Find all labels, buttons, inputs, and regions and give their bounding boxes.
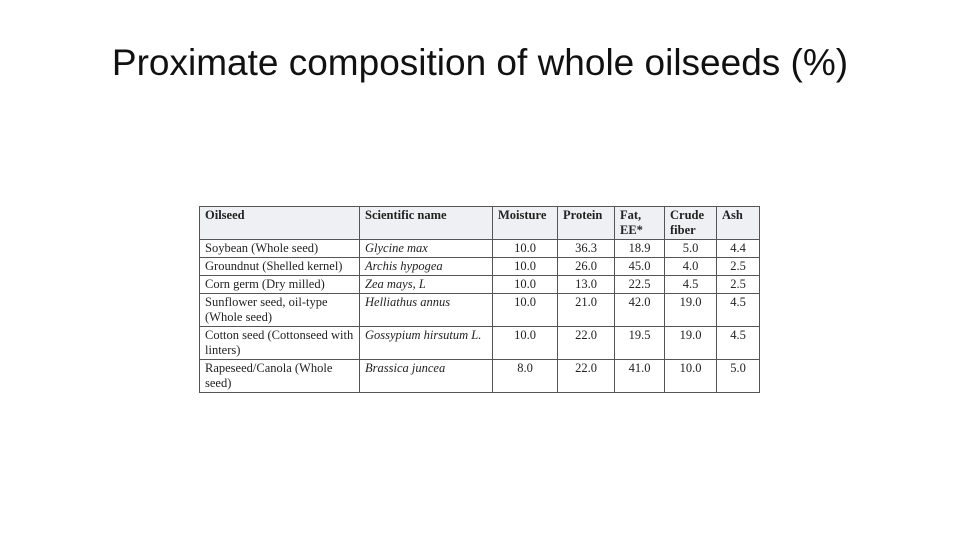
slide-title: Proximate composition of whole oilseeds … [111,42,849,83]
value-cell: 18.9 [614,239,665,258]
value-cell: 5.0 [664,239,717,258]
header-cell: Protein [557,206,615,240]
header-cell: Oilseed [199,206,360,240]
oilseed-cell: Corn germ (Dry milled) [199,275,360,294]
table-row: Rapeseed/Canola (Whole seed) Brassica jun… [199,359,760,393]
header-cell: Scientific name [359,206,493,240]
value-cell: 42.0 [614,293,665,327]
value-cell: 10.0 [664,359,717,393]
scientific-name-cell: Helliathus annus [359,293,493,327]
scientific-name-cell: Zea mays, L [359,275,493,294]
value-cell: 19.0 [664,293,717,327]
table-row: Soybean (Whole seed) Glycine max 10.0 36.3 1… [199,239,760,258]
value-cell: 22.5 [614,275,665,294]
value-cell: 19.0 [664,326,717,360]
value-cell: 26.0 [557,257,615,276]
value-cell: 10.0 [492,257,558,276]
oilseed-cell: Rapeseed/Canola (Whole seed) [199,359,360,393]
value-cell: 22.0 [557,326,615,360]
table-row: Groundnut (Shelled kernel) Archis hypogea… [199,257,760,276]
oilseed-cell: Groundnut (Shelled kernel) [199,257,360,276]
value-cell: 8.0 [492,359,558,393]
header-row: Oilseed Scientific name Moisture Protein Fat… [199,206,760,240]
table-row: Cotton seed (Cottonseed with linters) Gos… [199,326,760,360]
oilseed-cell: Cotton seed (Cottonseed with linters) [199,326,360,360]
scientific-name-cell: Glycine max [359,239,493,258]
value-cell: 4.4 [716,239,760,258]
value-cell: 19.5 [614,326,665,360]
header-cell: Crude fiber [664,206,717,240]
value-cell: 2.5 [716,257,760,276]
oilseed-cell: Sunflower seed, oil-type (Whole seed) [199,293,360,327]
table-body: Soybean (Whole seed) Glycine max 10.0 36.3 1… [199,239,760,393]
value-cell: 22.0 [557,359,615,393]
value-cell: 4.5 [716,293,760,327]
table-row: Corn germ (Dry milled) Zea mays, L 10.0 13.… [199,275,760,294]
value-cell: 4.0 [664,257,717,276]
value-cell: 41.0 [614,359,665,393]
scientific-name-cell: Brassica juncea [359,359,493,393]
oilseed-cell: Soybean (Whole seed) [199,239,360,258]
value-cell: 2.5 [716,275,760,294]
value-cell: 10.0 [492,326,558,360]
value-cell: 21.0 [557,293,615,327]
composition-table: Oilseed Scientific name Moisture Protein Fat… [199,206,760,393]
value-cell: 45.0 [614,257,665,276]
value-cell: 13.0 [557,275,615,294]
table-row: Sunflower seed, oil-type (Whole seed) Hel… [199,293,760,327]
value-cell: 4.5 [716,326,760,360]
value-cell: 10.0 [492,239,558,258]
header-cell: Ash [716,206,760,240]
scientific-name-cell: Gossypium hirsutum L. [359,326,493,360]
value-cell: 10.0 [492,293,558,327]
value-cell: 5.0 [716,359,760,393]
value-cell: 10.0 [492,275,558,294]
scientific-name-cell: Archis hypogea [359,257,493,276]
value-cell: 4.5 [664,275,717,294]
header-cell: Moisture [492,206,558,240]
value-cell: 36.3 [557,239,615,258]
header-cell: Fat, EE* [614,206,665,240]
